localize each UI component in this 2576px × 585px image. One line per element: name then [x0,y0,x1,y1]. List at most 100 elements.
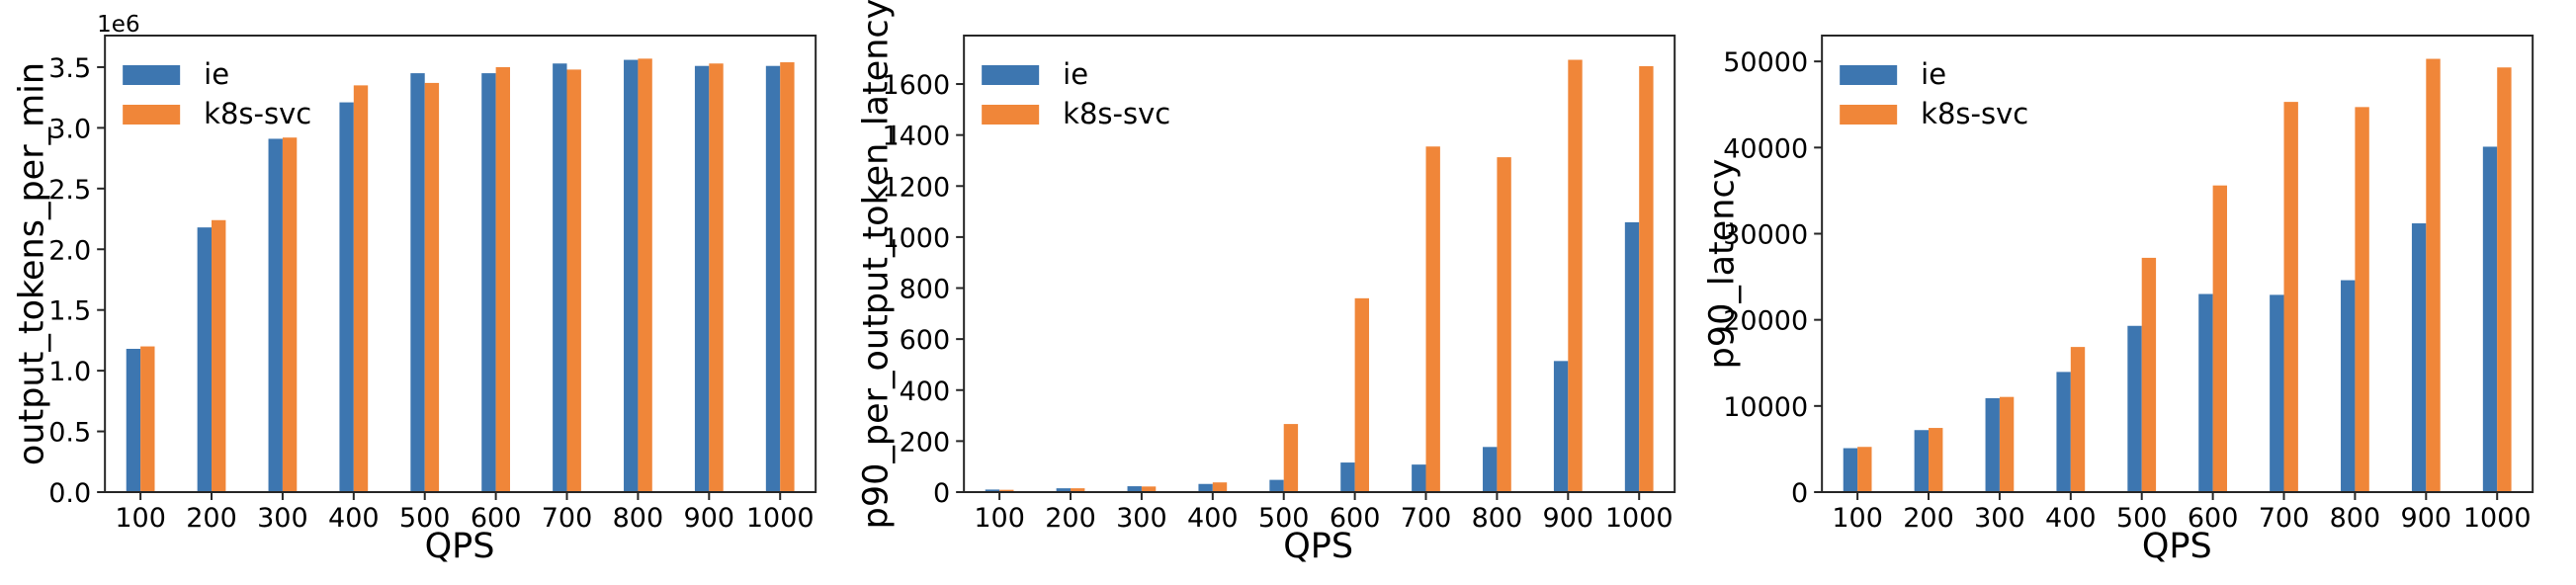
x-tick-label: 900 [1542,503,1593,534]
y-tick-label: 200 [899,427,950,458]
bar-chart-p90-per-output-token-latency: 0 200 400 600 800 1000 1200 1400 1600 100 200 300 40… [882,35,1675,534]
bar-k8s-svc-300 [2000,396,2015,492]
x-tick-label: 600 [1329,503,1380,534]
bar-chart-output-tokens-per-min: 0.0 0.5 1.0 1.5 2.0 2.5 3.0 3.5 100 200 300 400 500 6… [48,12,817,534]
bar-k8s-svc-600 [2212,185,2228,492]
legend-swatch-ie [123,65,181,85]
bar-k8s-svc-800 [2355,107,2370,492]
bar-k8s-svc-100 [998,489,1014,492]
bar-ie-500 [410,73,425,492]
bar-ie-900 [694,65,710,492]
x-tick-label: 600 [2188,503,2239,534]
legend-label-k8s-svc: k8s-svc [1921,97,2028,130]
x-tick-label: 400 [328,503,380,534]
bar-k8s-svc-1000 [1638,65,1654,492]
bar-k8s-svc-700 [2283,102,2299,493]
bar-ie-100 [1844,448,1858,492]
bar-k8s-svc-100 [140,346,155,492]
x-tick-label: 300 [1974,503,2025,534]
chart-panel-output-tokens-per-min: output_tokens_per_min 0.0 0.5 1.0 1.5 2.0 2.5… [0,0,859,585]
bar-ie-400 [339,102,354,492]
x-tick-label: 700 [2259,503,2310,534]
bar-ie-900 [2412,223,2427,492]
x-tick-label: 300 [1116,503,1167,534]
y-tick-label: 800 [899,275,950,305]
bar-k8s-svc-900 [709,63,724,492]
chart-panel-p90-latency: p90_latency 0 10000 20000 30000 40000 50000 10… [1703,0,2576,585]
y-tick-label: 3.5 [48,53,91,84]
y-tick-label: 1600 [882,70,950,101]
y-tick-label: 40000 [1724,133,1809,164]
bar-k8s-svc-900 [2426,58,2442,492]
bar-k8s-svc-400 [1212,482,1227,492]
bar-ie-200 [197,227,213,492]
y-tick-label: 1.0 [48,357,91,387]
x-tick-label: 700 [1400,503,1451,534]
x-tick-label: 500 [2116,503,2168,534]
bar-ie-200 [1056,488,1071,492]
bar-ie-100 [126,349,141,492]
x-axis-label: QPS [2141,527,2212,566]
bar-k8s-svc-500 [424,82,440,493]
bar-ie-700 [553,63,567,492]
legend-swatch-ie [981,65,1039,85]
bar-ie-700 [2270,294,2284,492]
bar-k8s-svc-500 [1283,424,1298,492]
bar-ie-500 [1268,479,1284,492]
y-tick-label: 0 [1791,478,1808,509]
plot-border [962,35,1675,493]
bar-k8s-svc-600 [1354,297,1369,492]
bar-k8s-svc-200 [1929,428,1943,492]
bar-ie-300 [268,138,283,492]
x-tick-label: 1000 [1605,503,1674,534]
bar-ie-1000 [1624,221,1639,492]
bar-ie-600 [1339,462,1355,492]
x-tick-label: 800 [1471,503,1522,534]
x-tick-label: 100 [1833,503,1884,534]
x-tick-label: 800 [613,503,664,534]
x-tick-label: 900 [2401,503,2452,534]
bar-k8s-svc-900 [1567,59,1583,493]
bar-k8s-svc-1000 [780,62,795,492]
bar-ie-600 [481,73,496,492]
bar-ie-200 [1914,430,1930,492]
bar-ie-900 [1553,361,1568,492]
bar-ie-400 [1198,483,1213,492]
y-tick-label: 2.5 [48,175,91,206]
y-tick-label: 50000 [1724,47,1809,78]
y-tick-label: 20000 [1724,306,1809,337]
bar-ie-300 [1127,486,1142,492]
y-tick-label: 3.0 [48,114,91,144]
bar-ie-1000 [2483,146,2498,492]
legend-label-ie: ie [1921,57,1946,91]
bar-k8s-svc-200 [1070,488,1085,492]
legend-swatch-k8s-svc [981,105,1039,125]
bar-k8s-svc-600 [495,66,510,492]
y-tick-label: 10000 [1724,392,1809,423]
bar-k8s-svc-200 [212,219,226,492]
chart-panel-p90-per-output-token-latency: p90_per_output_token_latency 0 200 400 600 8… [856,0,1718,585]
y-tick-label: 1400 [882,122,950,152]
x-tick-label: 800 [2330,503,2381,534]
plot-border [1821,35,2534,493]
y-tick-label: 30000 [1724,219,1809,250]
bar-ie-100 [985,489,999,492]
axis-offset-text: 1e6 [97,12,139,38]
x-tick-label: 1000 [746,503,815,534]
bar-ie-700 [1411,464,1426,492]
x-tick-label: 100 [115,503,166,534]
bar-k8s-svc-800 [1497,157,1511,493]
bar-ie-500 [2127,325,2143,492]
bar-k8s-svc-500 [2142,257,2157,492]
x-tick-label: 100 [974,503,1025,534]
x-tick-label: 200 [186,503,237,534]
y-tick-label: 1200 [882,172,950,203]
x-tick-label: 1000 [2463,503,2532,534]
x-axis-label: QPS [424,527,495,566]
x-tick-label: 200 [1904,503,1955,534]
bar-ie-800 [1482,447,1498,492]
x-tick-label: 700 [542,503,593,534]
x-tick-label: 600 [471,503,522,534]
legend-swatch-k8s-svc [123,105,181,125]
